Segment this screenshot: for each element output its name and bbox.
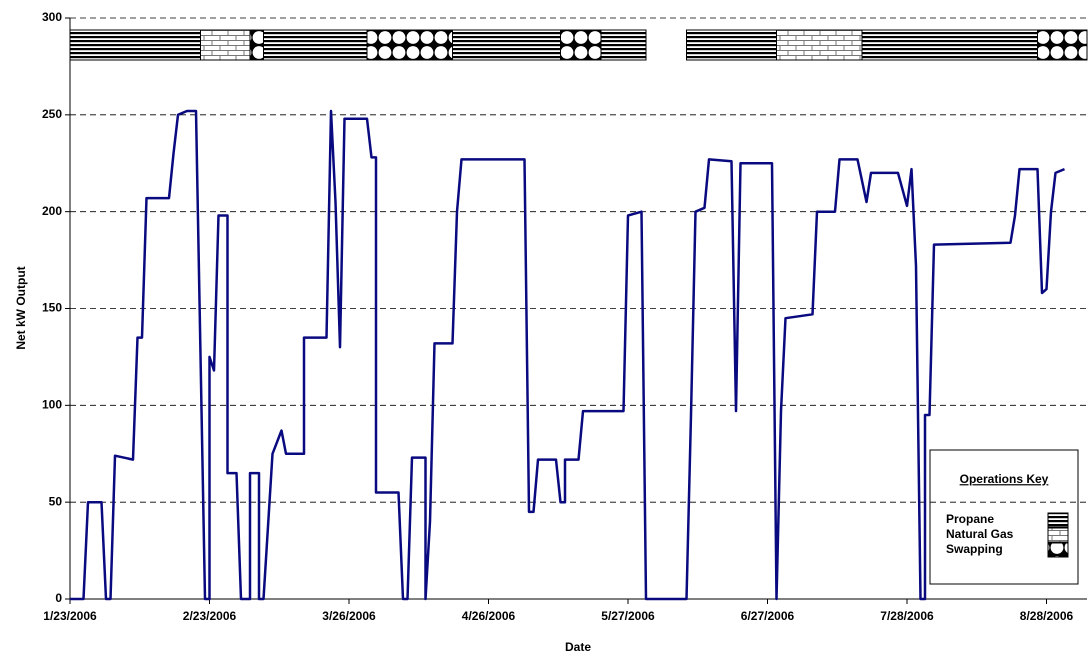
x-tick-label: 2/23/2006 (183, 609, 237, 623)
y-tick-label: 0 (55, 591, 62, 605)
y-tick-label: 250 (42, 107, 62, 121)
operation-segment (560, 29, 602, 61)
y-tick-label: 200 (42, 204, 62, 218)
legend-swatch (1047, 542, 1069, 558)
operation-segment (452, 29, 561, 61)
x-tick-label: 1/23/2006 (43, 609, 97, 623)
y-tick-label: 50 (49, 494, 63, 508)
x-axis-label: Date (565, 640, 591, 654)
legend-title: Operations Key (960, 472, 1049, 486)
operation-segment (600, 29, 647, 61)
legend-swatch (1047, 512, 1069, 528)
y-tick-label: 300 (42, 10, 62, 24)
x-tick-label: 8/28/2006 (1020, 609, 1074, 623)
operation-segment (776, 29, 863, 61)
operation-segment (263, 29, 368, 61)
y-axis-label: Net kW Output (14, 266, 28, 349)
operation-segment (1037, 29, 1088, 61)
x-tick-label: 5/27/2006 (601, 609, 655, 623)
legend-swatch (1047, 527, 1069, 543)
x-tick-label: 7/28/2006 (880, 609, 934, 623)
legend-label: Propane (946, 512, 994, 526)
y-tick-label: 100 (42, 398, 62, 412)
operation-segment (366, 29, 453, 61)
operation-segment (200, 29, 251, 61)
x-tick-label: 4/26/2006 (462, 609, 516, 623)
x-tick-label: 3/26/2006 (322, 609, 376, 623)
operation-segment (69, 29, 201, 61)
y-tick-label: 150 (42, 301, 62, 315)
data-line (70, 109, 1065, 601)
operation-segment (686, 29, 777, 61)
operation-segment (861, 29, 1038, 61)
legend-label: Natural Gas (946, 527, 1014, 541)
x-tick-label: 6/27/2006 (741, 609, 795, 623)
operation-segment (249, 29, 264, 61)
legend-label: Swapping (946, 542, 1003, 556)
